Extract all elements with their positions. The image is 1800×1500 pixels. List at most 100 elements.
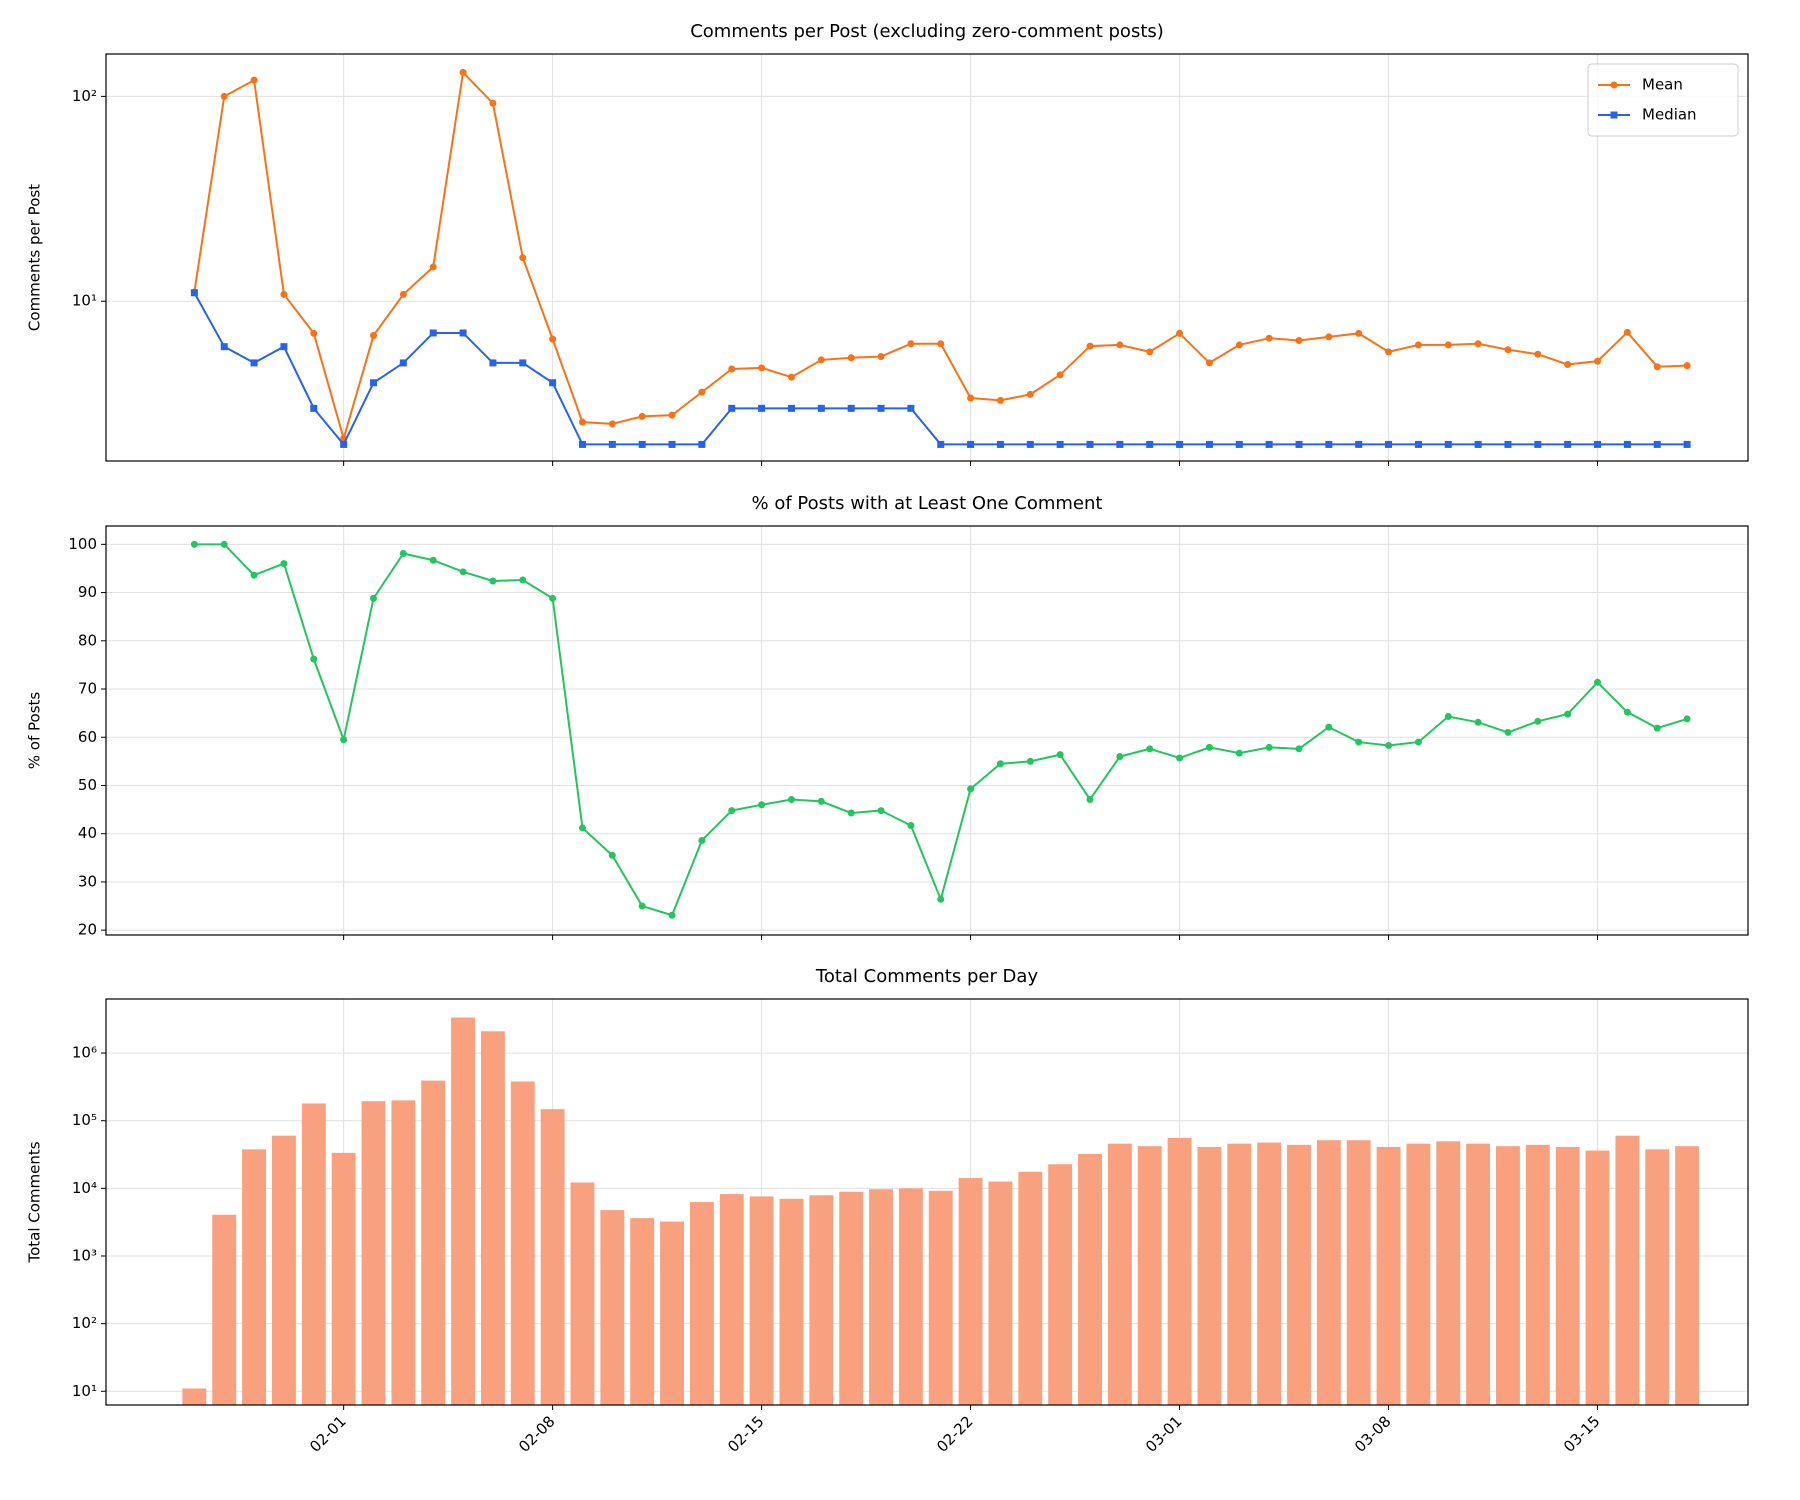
marker bbox=[1355, 738, 1363, 746]
marker bbox=[220, 540, 228, 548]
marker bbox=[340, 440, 348, 448]
marker bbox=[220, 92, 228, 100]
marker bbox=[877, 353, 885, 361]
marker bbox=[728, 404, 736, 412]
marker bbox=[1265, 334, 1273, 342]
bar bbox=[1197, 1146, 1222, 1405]
subplot: Total Comments per Day Total Comments 10¹ 1… bbox=[26, 966, 1749, 1456]
marker bbox=[399, 549, 407, 557]
marker bbox=[1444, 440, 1452, 448]
marker bbox=[817, 404, 825, 412]
marker bbox=[608, 851, 616, 859]
bar bbox=[1227, 1143, 1252, 1405]
marker bbox=[250, 76, 258, 84]
marker bbox=[1265, 440, 1273, 448]
marker bbox=[220, 343, 228, 351]
y-tick-label: 100 bbox=[68, 535, 97, 553]
marker bbox=[1534, 717, 1542, 725]
axes-frame bbox=[105, 998, 1749, 1406]
y-tick-label: 10⁵ bbox=[72, 1111, 97, 1129]
marker bbox=[549, 379, 557, 387]
marker bbox=[1534, 350, 1542, 358]
marker bbox=[190, 289, 198, 297]
marker bbox=[1176, 754, 1184, 762]
y-tick-label: 50 bbox=[78, 776, 97, 794]
marker bbox=[1623, 328, 1631, 336]
y-tick-label: 30 bbox=[78, 872, 97, 890]
bar bbox=[1376, 1146, 1401, 1405]
marker bbox=[1146, 348, 1154, 356]
y-tick-label: 10⁶ bbox=[72, 1044, 97, 1062]
x-tick-label: 02-15 bbox=[724, 1412, 768, 1456]
marker bbox=[1504, 346, 1512, 354]
bar bbox=[1585, 1150, 1610, 1405]
y-tick-label: 90 bbox=[78, 583, 97, 601]
marker bbox=[1056, 751, 1064, 759]
marker bbox=[638, 412, 646, 420]
marker bbox=[459, 68, 467, 76]
marker bbox=[250, 571, 258, 579]
marker bbox=[578, 418, 586, 426]
bar bbox=[361, 1101, 386, 1405]
legend-label: Median bbox=[1642, 106, 1697, 124]
bar bbox=[1436, 1141, 1461, 1405]
marker bbox=[698, 440, 706, 448]
marker bbox=[310, 404, 318, 412]
bar bbox=[540, 1109, 565, 1405]
bar bbox=[1018, 1171, 1043, 1405]
bar bbox=[242, 1149, 267, 1405]
bar bbox=[660, 1221, 684, 1405]
bar bbox=[480, 1031, 505, 1405]
marker bbox=[1474, 718, 1482, 726]
y-tick-label: 40 bbox=[78, 824, 97, 842]
y-tick-label: 10¹ bbox=[72, 292, 97, 310]
marker bbox=[847, 354, 855, 362]
marker bbox=[1564, 710, 1572, 718]
marker bbox=[399, 290, 407, 298]
marker bbox=[1086, 440, 1094, 448]
y-axis-label: Total Comments bbox=[26, 1141, 44, 1263]
marker bbox=[996, 760, 1004, 768]
marker bbox=[280, 290, 288, 298]
bar bbox=[1466, 1143, 1491, 1405]
bar bbox=[600, 1210, 625, 1405]
marker bbox=[399, 359, 407, 367]
marker bbox=[1116, 753, 1124, 761]
marker bbox=[668, 911, 676, 919]
bar bbox=[1555, 1146, 1580, 1405]
marker bbox=[1564, 361, 1572, 369]
marker bbox=[1653, 724, 1661, 732]
marker bbox=[519, 254, 527, 262]
bar bbox=[1167, 1137, 1192, 1405]
marker bbox=[996, 440, 1004, 448]
marker bbox=[1325, 723, 1333, 731]
marker bbox=[1325, 333, 1333, 341]
bar bbox=[809, 1195, 834, 1405]
marker bbox=[1146, 440, 1154, 448]
y-tick-label: 10² bbox=[72, 1314, 97, 1332]
y-tick-label: 10¹ bbox=[72, 1382, 97, 1400]
legend-marker bbox=[1610, 111, 1618, 119]
marker bbox=[1235, 341, 1243, 349]
marker bbox=[1176, 329, 1184, 337]
axes-frame bbox=[105, 53, 1749, 462]
marker bbox=[937, 895, 945, 903]
marker bbox=[1444, 341, 1452, 349]
marker bbox=[1683, 440, 1691, 448]
series-line bbox=[193, 292, 1688, 447]
bar bbox=[630, 1218, 655, 1405]
bar bbox=[421, 1080, 446, 1405]
x-tick-label: 03-08 bbox=[1351, 1412, 1395, 1456]
marker bbox=[698, 388, 706, 396]
bar bbox=[570, 1182, 595, 1405]
bar bbox=[1287, 1144, 1311, 1405]
marker bbox=[1325, 440, 1333, 448]
marker bbox=[549, 594, 557, 602]
marker bbox=[1026, 440, 1034, 448]
bar bbox=[1316, 1140, 1341, 1405]
marker bbox=[1235, 440, 1243, 448]
marker bbox=[638, 902, 646, 910]
marker bbox=[877, 807, 885, 815]
marker bbox=[280, 560, 288, 568]
bar bbox=[510, 1081, 535, 1405]
